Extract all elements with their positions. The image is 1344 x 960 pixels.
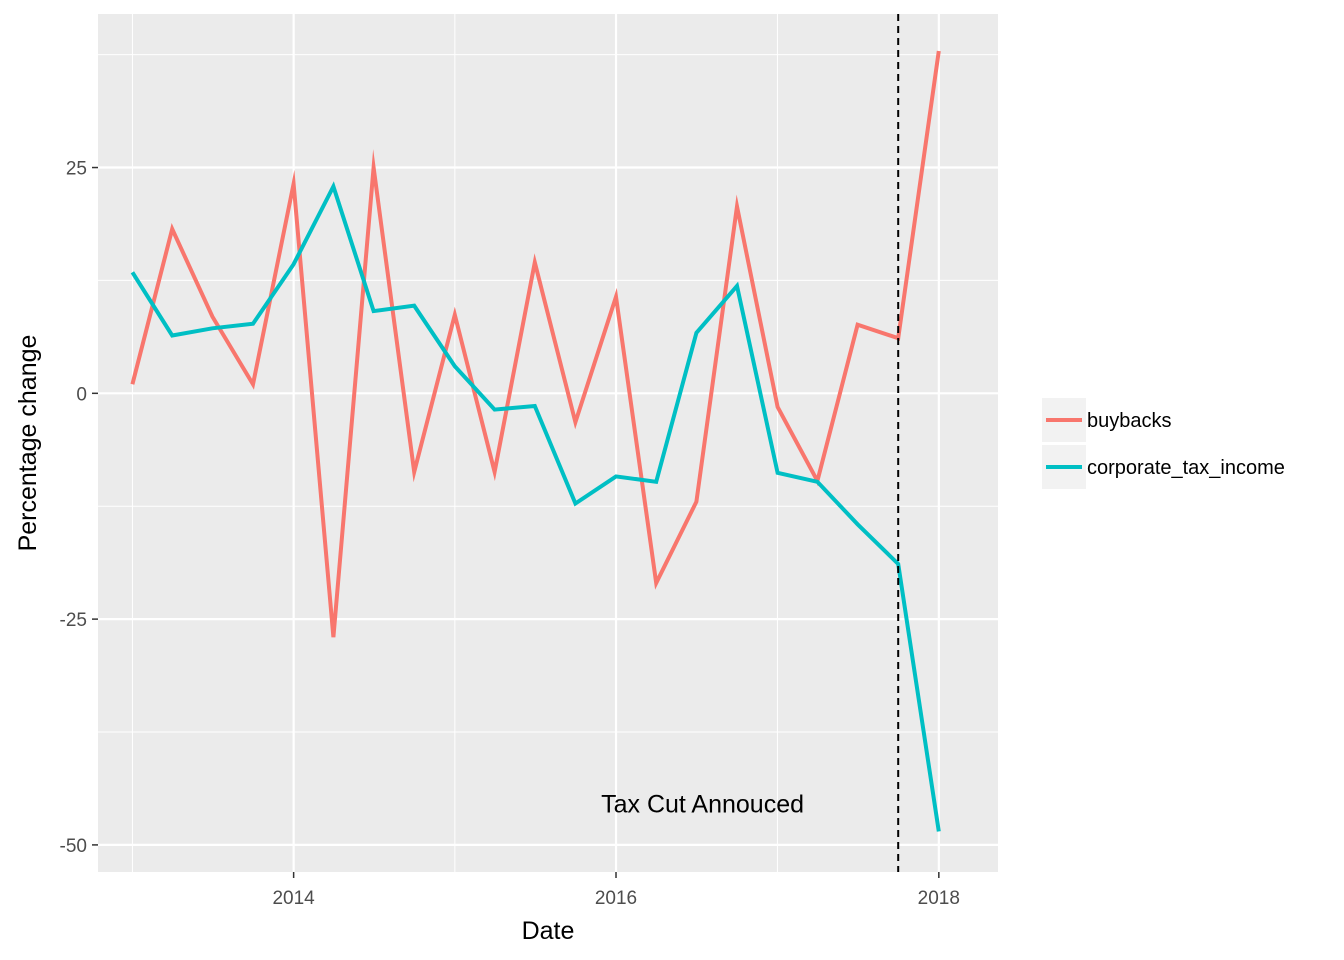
data-point-corporate-tax-income	[171, 334, 173, 336]
data-point-buybacks	[534, 261, 536, 263]
legend-label-corporate-tax-income: corporate_tax_income	[1087, 457, 1285, 479]
y-tick-label: 25	[66, 159, 87, 180]
data-point-corporate-tax-income	[493, 408, 495, 410]
data-point-buybacks	[776, 406, 778, 408]
series-lines	[130, 50, 941, 832]
data-point-buybacks	[292, 183, 294, 185]
data-point-corporate-tax-income	[211, 327, 213, 329]
data-point-corporate-tax-income	[938, 830, 940, 832]
data-point-corporate-tax-income	[615, 475, 617, 477]
data-point-corporate-tax-income	[372, 310, 374, 312]
data-point-buybacks	[856, 323, 858, 325]
data-point-corporate-tax-income	[856, 523, 858, 525]
data-point-buybacks	[413, 471, 415, 473]
data-point-buybacks	[171, 228, 173, 230]
data-point-corporate-tax-income	[695, 332, 697, 334]
data-point-corporate-tax-income	[574, 502, 576, 504]
data-point-buybacks	[574, 421, 576, 423]
data-point-buybacks	[695, 501, 697, 503]
x-tick-label: 2016	[595, 888, 637, 909]
data-point-buybacks	[211, 315, 213, 317]
legend: buybacks corporate_tax_income	[1042, 398, 1285, 489]
data-point-corporate-tax-income	[131, 271, 133, 273]
data-point-buybacks	[332, 636, 334, 638]
y-axis-title: Percentage change	[14, 335, 42, 552]
data-point-buybacks	[372, 166, 374, 168]
x-axis: 2014 2016 2018	[272, 872, 960, 909]
data-point-buybacks	[615, 295, 617, 297]
y-tick-label: -25	[60, 610, 87, 631]
minor-gridlines	[98, 14, 998, 872]
data-point-buybacks	[252, 383, 254, 385]
data-point-corporate-tax-income	[776, 472, 778, 474]
data-point-buybacks	[454, 314, 456, 316]
data-point-corporate-tax-income	[534, 405, 536, 407]
data-point-corporate-tax-income	[897, 563, 899, 565]
legend-label-buybacks: buybacks	[1087, 410, 1172, 432]
data-point-corporate-tax-income	[252, 323, 254, 325]
y-axis: 25 0 -25 -50	[60, 159, 98, 857]
data-point-corporate-tax-income	[816, 481, 818, 483]
x-tick-label: 2018	[918, 888, 960, 909]
series-line-buybacks	[130, 50, 941, 638]
major-gridlines	[98, 14, 998, 872]
data-point-corporate-tax-income	[454, 365, 456, 367]
y-tick-label: -50	[60, 836, 87, 857]
annotation-text: Tax Cut Annouced	[601, 790, 804, 818]
y-tick-label: 0	[76, 384, 87, 405]
data-point-buybacks	[938, 50, 940, 52]
data-point-corporate-tax-income	[292, 263, 294, 265]
data-point-corporate-tax-income	[736, 285, 738, 287]
data-point-buybacks	[736, 205, 738, 207]
data-point-corporate-tax-income	[413, 305, 415, 307]
data-point-corporate-tax-income	[655, 481, 657, 483]
data-point-buybacks	[655, 582, 657, 584]
series-line-corporate-tax-income	[130, 181, 941, 832]
data-point-buybacks	[493, 471, 495, 473]
data-point-corporate-tax-income	[332, 185, 334, 187]
plot-background	[98, 14, 998, 872]
x-tick-label: 2014	[272, 888, 315, 909]
data-point-buybacks	[131, 383, 133, 385]
x-axis-title: Date	[522, 917, 575, 945]
